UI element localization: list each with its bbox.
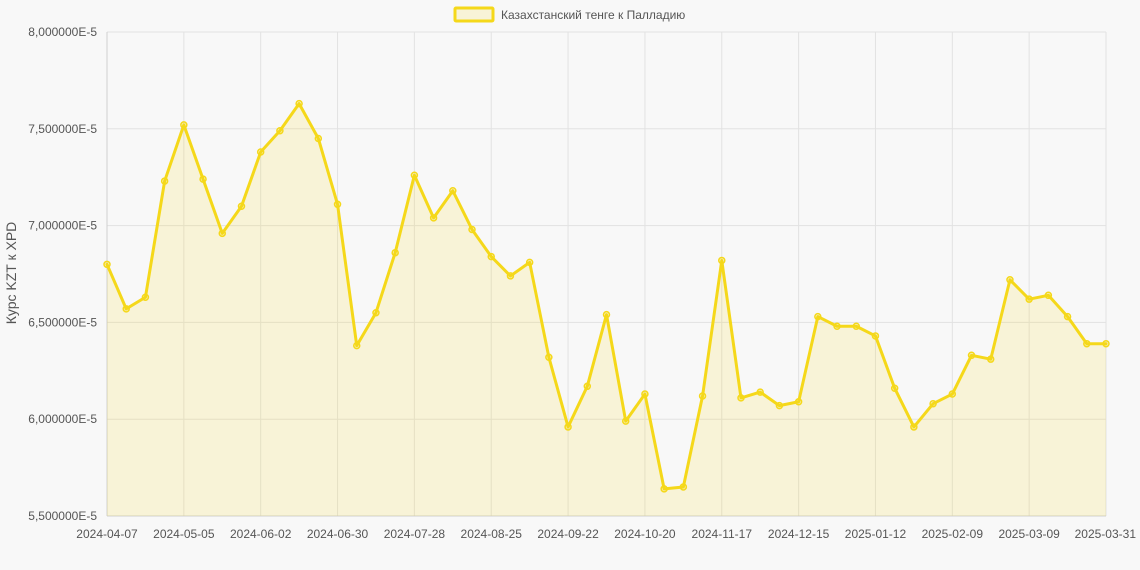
data-point[interactable]	[545, 353, 553, 361]
x-tick-label: 2024-12-15	[768, 527, 830, 541]
legend[interactable]: Казахстанский тенге к Палладию	[453, 6, 685, 23]
data-point[interactable]	[410, 171, 419, 180]
x-tick-label: 2024-05-05	[153, 527, 215, 541]
data-point[interactable]	[1063, 312, 1072, 321]
data-point[interactable]	[967, 351, 976, 360]
data-point[interactable]	[679, 483, 688, 491]
x-tick-label: 2024-11-17	[692, 527, 753, 541]
points-layer	[103, 99, 1110, 493]
data-point[interactable]	[1083, 339, 1091, 348]
y-axis-ticks: 8,000000E-5 7,500000E-5 7,000000E-5 6,50000…	[28, 25, 97, 523]
data-point[interactable]	[468, 225, 476, 234]
x-tick-label: 2024-06-30	[307, 527, 369, 541]
data-point[interactable]	[833, 322, 841, 331]
y-tick-label: 7,000000E-5	[28, 219, 97, 233]
data-point[interactable]	[698, 392, 707, 400]
y-tick-label: 5,500000E-5	[28, 509, 97, 523]
x-tick-label: 2025-01-12	[845, 527, 907, 541]
x-tick-label: 2025-03-31	[1075, 527, 1137, 541]
data-point[interactable]	[890, 384, 899, 392]
data-point[interactable]	[103, 260, 111, 269]
data-point[interactable]	[487, 252, 495, 261]
data-point[interactable]	[180, 121, 188, 129]
line-layer	[105, 102, 1108, 491]
data-point[interactable]	[602, 310, 611, 319]
data-point[interactable]	[852, 322, 860, 331]
data-point[interactable]	[660, 485, 668, 493]
data-point[interactable]	[160, 177, 169, 185]
data-point[interactable]	[506, 272, 515, 280]
data-point[interactable]	[1044, 291, 1053, 300]
data-point[interactable]	[775, 401, 784, 410]
data-point[interactable]	[1006, 276, 1014, 284]
y-axis-title: Курс KZT к XPD	[3, 222, 19, 325]
x-axis-ticks: 2024-04-07 2024-05-05 2024-06-02 2024-06-30…	[76, 527, 1136, 541]
data-point[interactable]	[794, 398, 803, 406]
legend-swatch[interactable]	[453, 6, 495, 23]
data-point[interactable]	[333, 200, 342, 209]
x-tick-label: 2025-02-09	[922, 527, 984, 541]
x-tick-label: 2024-06-02	[230, 527, 292, 541]
x-tick-label: 2024-08-25	[461, 527, 523, 541]
series-area-fill	[107, 103, 1106, 516]
data-point[interactable]	[295, 99, 303, 108]
data-point[interactable]	[122, 305, 130, 313]
data-point[interactable]	[256, 148, 265, 156]
data-point[interactable]	[948, 390, 957, 398]
y-tick-label: 6,000000E-5	[28, 412, 97, 426]
data-point[interactable]	[314, 134, 323, 143]
data-point[interactable]	[372, 308, 380, 317]
data-point[interactable]	[449, 187, 457, 195]
data-point[interactable]	[564, 423, 572, 431]
data-point[interactable]	[429, 214, 438, 222]
x-tick-label: 2024-10-20	[614, 527, 676, 541]
data-point[interactable]	[353, 341, 361, 350]
data-point[interactable]	[141, 293, 150, 301]
data-point[interactable]	[814, 312, 822, 321]
data-point[interactable]	[737, 394, 745, 402]
data-point[interactable]	[756, 388, 764, 396]
data-point[interactable]	[641, 390, 649, 398]
data-point[interactable]	[1102, 339, 1110, 348]
data-point[interactable]	[218, 229, 227, 238]
series-line	[105, 102, 1108, 491]
data-point[interactable]	[718, 256, 726, 265]
grid-lines	[106, 31, 1107, 517]
data-point[interactable]	[237, 202, 246, 210]
data-point[interactable]	[929, 399, 937, 408]
data-point[interactable]	[583, 382, 592, 391]
data-point[interactable]	[910, 423, 918, 431]
x-tick-label: 2025-03-09	[998, 527, 1060, 541]
y-tick-label: 8,000000E-5	[28, 25, 97, 39]
data-point[interactable]	[1025, 295, 1033, 303]
data-point[interactable]	[525, 258, 534, 267]
data-point[interactable]	[986, 355, 995, 363]
y-tick-label: 7,500000E-5	[28, 122, 97, 136]
data-point[interactable]	[276, 126, 284, 135]
area-layer	[107, 103, 1106, 516]
x-tick-label: 2024-09-22	[537, 527, 599, 541]
y-tick-label: 6,500000E-5	[28, 315, 97, 329]
data-point[interactable]	[621, 417, 630, 425]
data-point[interactable]	[871, 332, 880, 340]
x-tick-label: 2024-04-07	[76, 527, 138, 541]
legend-label[interactable]: Казахстанский тенге к Палладию	[501, 8, 685, 22]
data-point[interactable]	[199, 175, 207, 183]
x-tick-label: 2024-07-28	[384, 527, 446, 541]
data-point[interactable]	[391, 248, 399, 257]
